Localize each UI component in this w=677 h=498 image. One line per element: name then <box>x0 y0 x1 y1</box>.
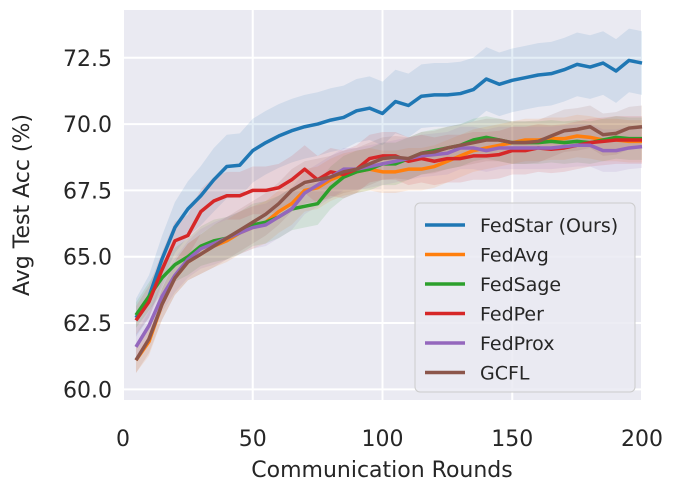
y-tick-label: 65.0 <box>63 246 112 271</box>
series-lines <box>134 58 643 362</box>
series-line-0 <box>134 58 643 319</box>
legend: FedStar (Ours) FedAvg FedSage FedPer FedProx… <box>414 202 636 393</box>
legend-label: FedAvg <box>480 245 549 267</box>
legend-label: FedProx <box>480 333 554 355</box>
x-tick-label: 200 <box>621 427 663 452</box>
y-tick-label: 60.0 <box>63 378 112 403</box>
x-tick-label: 50 <box>239 427 267 452</box>
band-3 <box>135 116 642 335</box>
y-tick-label: 62.5 <box>63 312 112 337</box>
legend-label: FedStar (Ours) <box>480 215 618 237</box>
y-tick-labels: 60.0 62.5 65.0 67.5 70.0 72.5 <box>63 47 112 404</box>
x-tick-label: 0 <box>116 427 130 452</box>
legend-label: FedSage <box>480 274 561 296</box>
y-tick-label: 72.5 <box>63 47 112 72</box>
x-axis-label: Communication Rounds <box>251 458 512 483</box>
x-tick-labels: 0 50 100 150 200 <box>116 427 663 452</box>
y-tick-label: 70.0 <box>63 113 112 138</box>
gridlines <box>122 10 643 400</box>
legend-label: GCFL <box>480 363 530 385</box>
legend-box <box>414 202 636 393</box>
x-tick-label: 150 <box>491 427 533 452</box>
y-axis-label: Avg Test Acc (%) <box>10 114 35 296</box>
band-0 <box>135 28 642 337</box>
x-tick-label: 100 <box>362 427 404 452</box>
series-line-5 <box>134 124 643 362</box>
y-tick-label: 67.5 <box>63 179 112 204</box>
legend-label: FedPer <box>480 304 544 326</box>
